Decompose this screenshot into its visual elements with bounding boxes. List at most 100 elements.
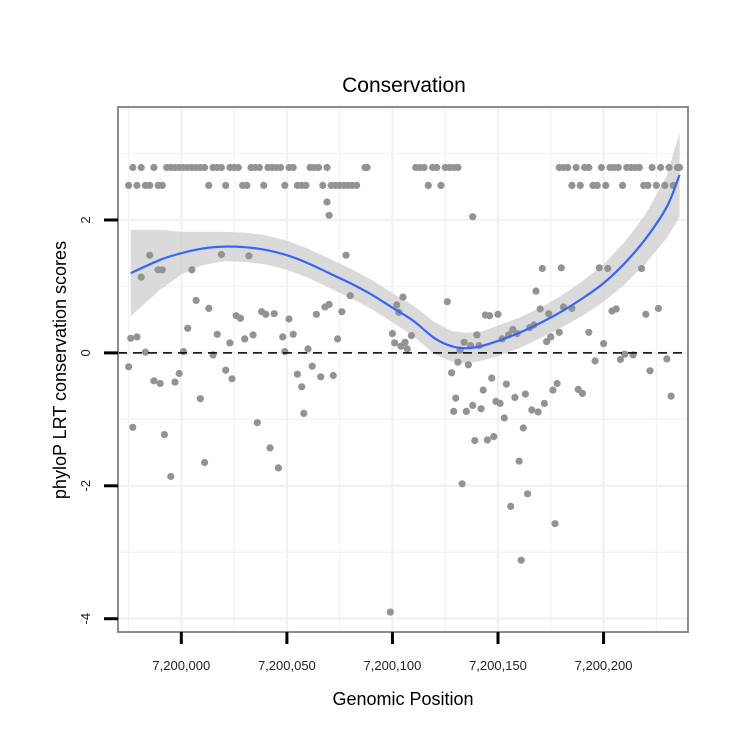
confidence-band [130,132,680,364]
data-point [137,163,145,172]
data-point [234,163,242,172]
x-tick-label: 7,200,050 [258,658,316,673]
data-point [205,304,213,312]
data-point [469,213,477,221]
data-point [266,444,274,452]
data-point [325,300,333,308]
data-point [125,363,133,371]
data-point [315,163,323,172]
data-point [595,264,603,272]
data-point [511,393,519,401]
data-point [289,163,297,172]
data-point [222,181,230,189]
data-point [585,163,593,172]
smooth-curve [130,174,681,350]
data-point [167,472,175,481]
data-point [500,414,508,422]
data-point [464,361,472,369]
data-point [676,163,684,172]
data-point [424,181,432,189]
data-point [262,310,270,318]
data-point [420,163,428,172]
data-point [300,409,308,417]
data-point [226,339,234,347]
data-point [549,386,557,394]
data-point [127,334,135,342]
data-point [540,399,549,407]
data-point [642,310,650,318]
data-point [473,331,481,339]
data-point [604,264,612,273]
data-point [600,340,608,348]
data-point [205,181,213,189]
data-point [319,181,327,189]
data-point [593,181,601,189]
data-point [612,305,620,313]
data-point [621,350,629,358]
data-point [454,358,462,366]
data-point [312,310,320,318]
data-point [308,362,316,370]
data-point [602,181,610,189]
data-point [277,163,285,172]
data-point [243,181,251,189]
data-point [648,163,656,172]
data-point [568,181,576,189]
data-point [502,380,510,388]
data-point [228,375,236,383]
data-point [391,339,399,347]
data-point [524,490,532,498]
data-point [137,273,145,281]
y-tick-label: 2 [78,216,93,223]
data-point [448,369,456,377]
data-point [363,163,371,172]
data-point [538,264,546,273]
data-point [638,264,646,273]
data-point [597,163,606,172]
data-point [255,163,263,172]
data-point [407,332,415,340]
y-axis: 2 0 -2 -4 [78,216,118,624]
data-point [253,419,261,427]
data-point [386,608,394,616]
data-point [317,373,325,381]
data-point [536,305,544,313]
data-point [488,374,496,382]
data-point [517,556,525,564]
data-point [553,379,561,388]
data-point [179,348,187,356]
data-point [298,383,306,391]
data-point [133,181,141,189]
data-point [532,287,540,295]
data-point [547,333,555,341]
data-point [141,348,149,356]
data-point [591,357,599,365]
data-point [477,405,485,413]
data-point [393,301,401,309]
data-point [293,370,301,378]
data-point [158,266,166,274]
data-point [125,181,133,189]
y-tick-label: 0 [78,349,93,356]
data-point [323,198,331,206]
data-point [519,424,527,432]
data-point [443,298,451,306]
data-point [150,163,158,172]
x-tick-label: 7,200,100 [364,658,422,673]
data-point [245,252,253,260]
data-point [323,163,331,172]
data-point [329,371,337,380]
y-tick-label: -4 [78,613,93,625]
data-point [146,181,154,189]
plot-border [117,106,689,633]
data-point [585,328,593,336]
data-point [578,389,587,397]
data-point [564,163,572,172]
grid-lines [118,107,688,632]
data-point [551,520,559,528]
data-points [125,163,684,616]
y-axis-label: phyloP LRT conservation scores [50,241,70,499]
data-point [129,423,137,431]
data-point [543,338,551,346]
data-point [534,408,542,416]
